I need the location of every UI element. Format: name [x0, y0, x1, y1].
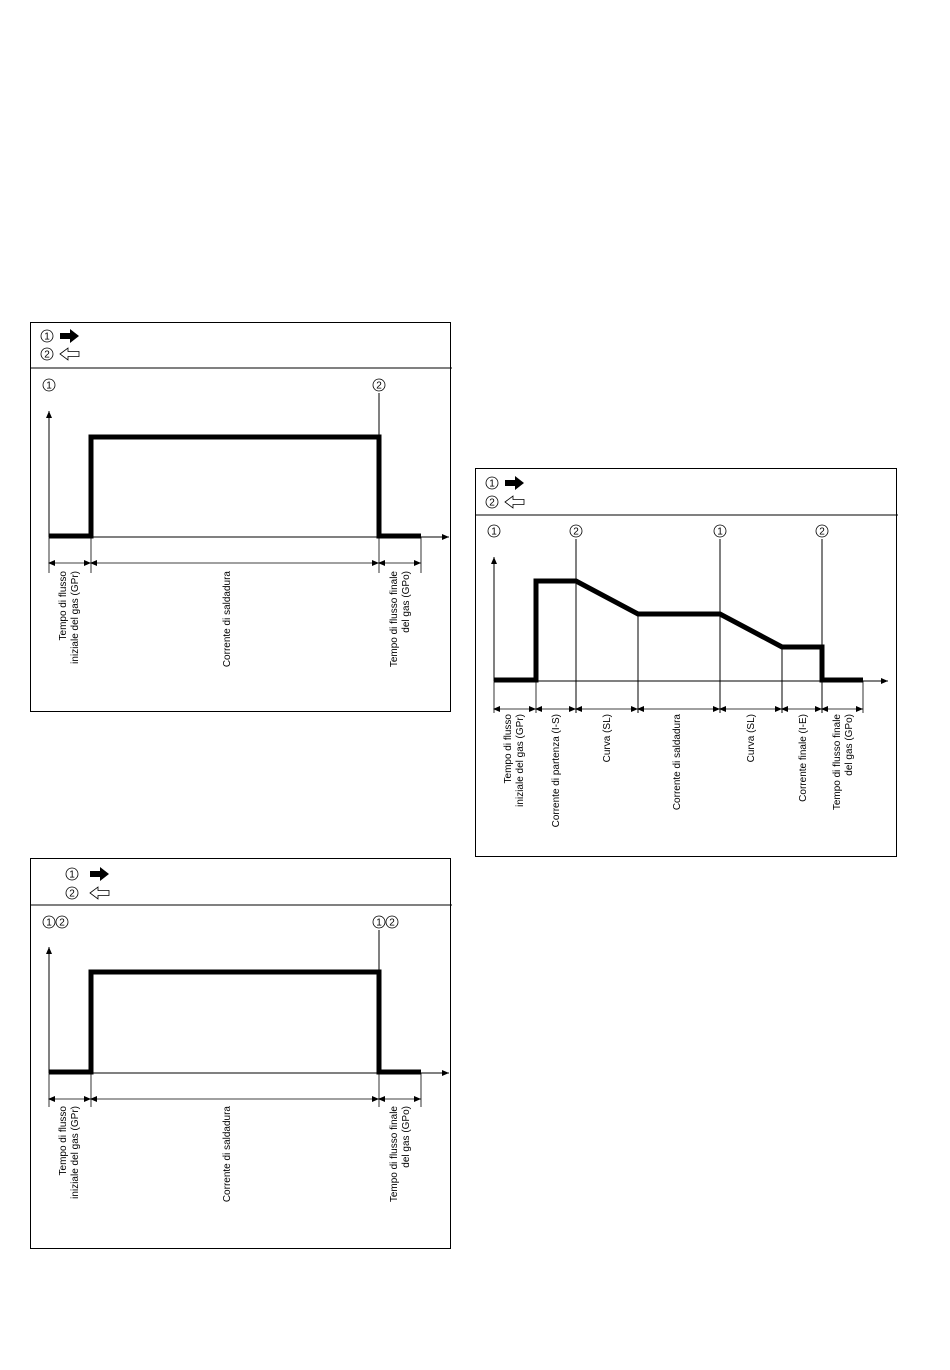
diagram-4t-svg: 1 2 1 2 1 2 — [476, 476, 898, 827]
svg-text:1: 1 — [491, 527, 497, 538]
marker-3: 1 — [713, 524, 727, 538]
label-post-gas: Tempo di flusso finaledel gas (GPo) — [389, 1106, 412, 1203]
label-start-current: Corrente di partenza (I-S) — [551, 714, 562, 827]
label-end-current: Corrente finale (I-E) — [798, 714, 809, 802]
solid-right-arrow-icon — [60, 329, 79, 343]
legend-marker-2: 2 — [44, 350, 50, 361]
marker-start-pair: 1 2 — [42, 915, 69, 929]
hollow-left-arrow-icon — [504, 495, 525, 509]
hollow-left-arrow-icon — [89, 886, 110, 900]
legend-item-2: 2 — [40, 347, 80, 361]
marker-1: 1 — [487, 524, 501, 538]
label-post-gas: Tempo di flusso finaledel gas (GPo) — [832, 714, 855, 811]
svg-text:2: 2 — [489, 498, 495, 509]
current-waveform — [494, 578, 863, 683]
legend-item-1: 1 — [485, 476, 524, 490]
marker-end-pair: 1 2 — [372, 915, 399, 929]
diagram-panel-2t: 1 2 1 2 Tempo di flussoinizi — [30, 322, 452, 712]
svg-text:2: 2 — [573, 527, 579, 538]
diagram-panel-2t-b: 1 2 1 2 1 2 Tempo di flusso — [30, 858, 452, 1249]
marker-end: 2 — [372, 378, 386, 392]
legend-marker-1: 1 — [44, 332, 50, 343]
svg-text:1: 1 — [717, 527, 723, 538]
hollow-left-arrow-icon — [59, 347, 80, 361]
label-pre-gas: Tempo di flussoiniziale del gas (GPr) — [503, 714, 526, 807]
svg-text:1: 1 — [69, 870, 75, 881]
svg-text:2: 2 — [376, 381, 382, 392]
diagram-2t-svg: 1 2 1 2 Tempo di flussoinizi — [31, 329, 452, 668]
legend-item-1: 1 — [65, 867, 109, 881]
svg-text:1: 1 — [376, 918, 382, 929]
solid-right-arrow-icon — [90, 867, 109, 881]
diagram-2t-b-svg: 1 2 1 2 1 2 Tempo di flusso — [31, 867, 452, 1203]
label-weld: Corrente di saldadura — [672, 714, 683, 811]
svg-text:2: 2 — [819, 527, 825, 538]
marker-2: 2 — [569, 524, 583, 538]
svg-text:1: 1 — [46, 381, 52, 392]
label-weld: Corrente di saldadura — [222, 571, 233, 668]
svg-text:2: 2 — [389, 918, 395, 929]
label-pre-gas: Tempo di flussoiniziale del gas (GPr) — [58, 1106, 81, 1199]
marker-4: 2 — [815, 524, 829, 538]
marker-start: 1 — [42, 378, 56, 392]
legend-item-2: 2 — [65, 886, 110, 900]
diagram-panel-4t: 1 2 1 2 1 2 — [475, 468, 898, 857]
label-weld: Corrente di saldadura — [222, 1106, 233, 1203]
legend-item-2: 2 — [485, 495, 525, 509]
current-waveform — [49, 969, 421, 1075]
label-post-gas: Tempo di flusso finaledel gas (GPo) — [389, 571, 412, 668]
solid-right-arrow-icon — [505, 476, 524, 490]
label-slope-down: Curva (SL) — [746, 714, 757, 762]
current-waveform — [49, 434, 421, 539]
label-slope-up: Curva (SL) — [602, 714, 613, 762]
svg-text:2: 2 — [59, 918, 65, 929]
legend-item-1: 1 — [40, 329, 79, 343]
svg-text:1: 1 — [489, 479, 495, 490]
label-pre-gas: Tempo di flussoiniziale del gas (GPr) — [58, 571, 81, 664]
svg-text:2: 2 — [69, 889, 75, 900]
svg-text:1: 1 — [46, 918, 52, 929]
